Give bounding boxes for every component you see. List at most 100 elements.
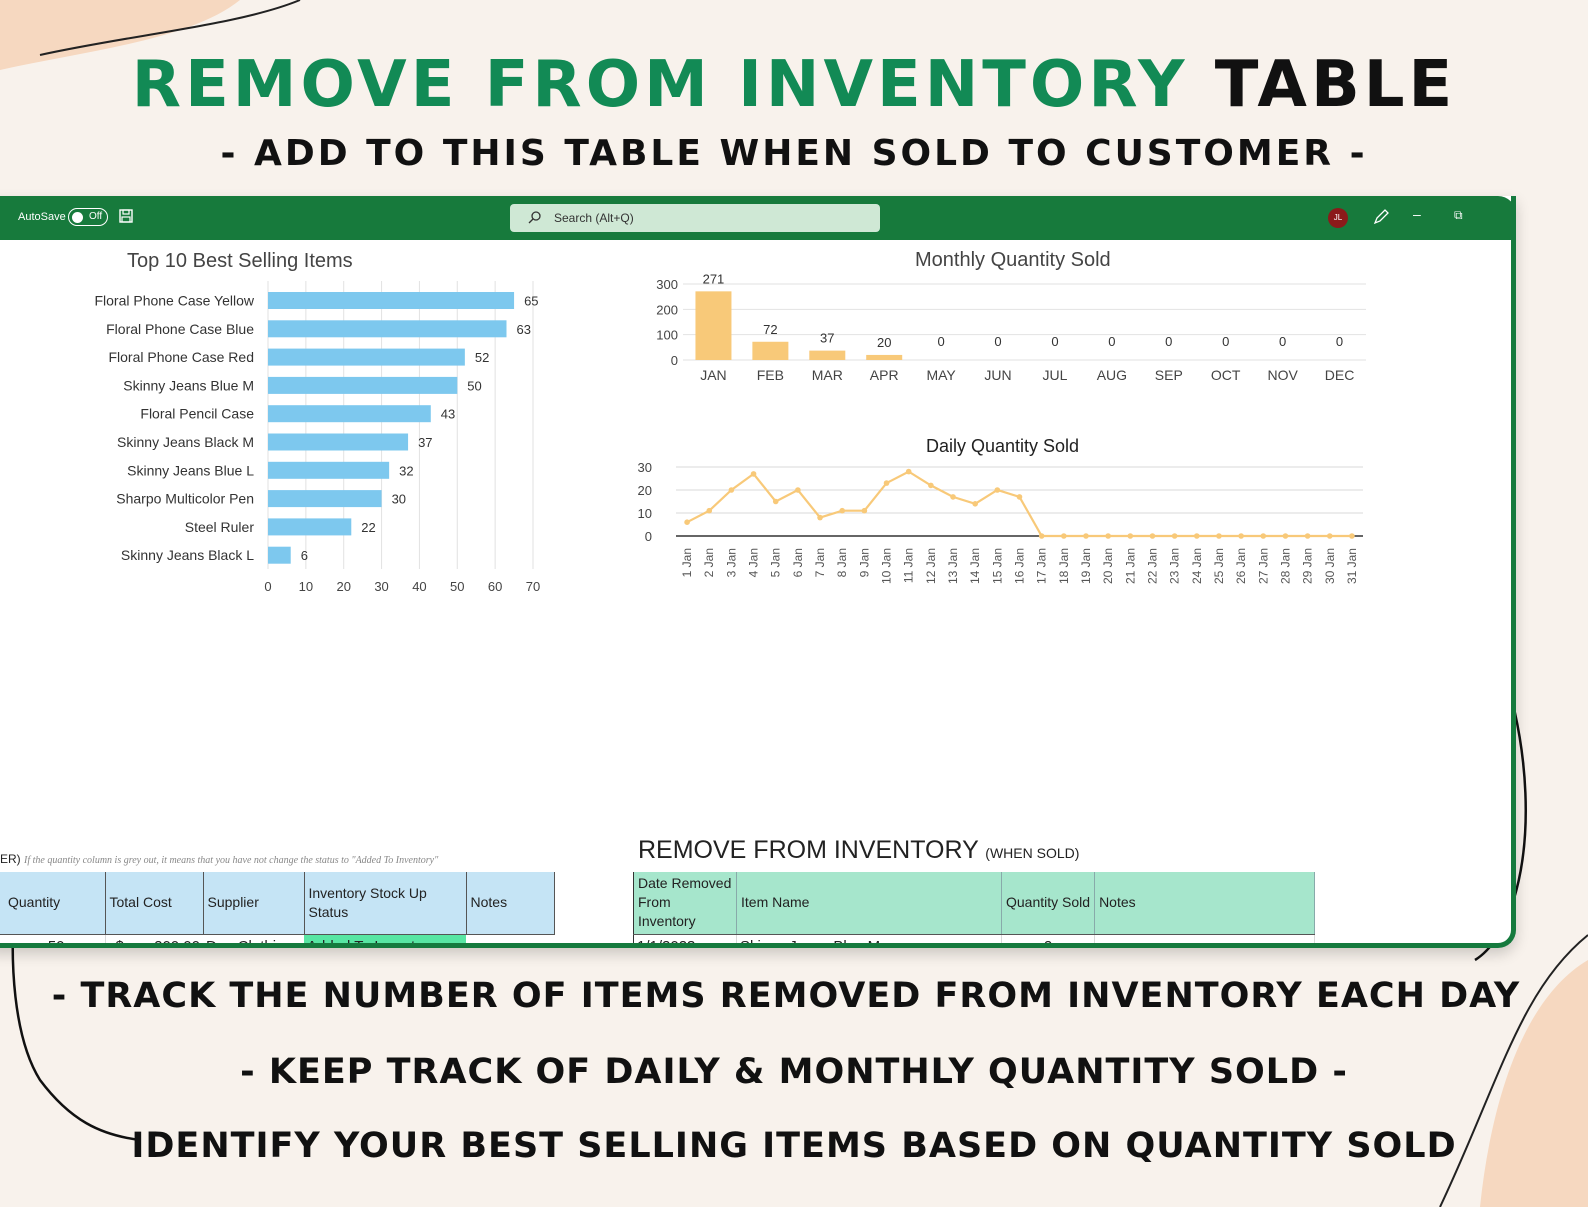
autosave-state: Off (89, 211, 103, 222)
x-tick-label: 31 Jan (1345, 548, 1359, 584)
category-label: Floral Phone Case Blue (106, 321, 254, 337)
bar (268, 546, 291, 564)
bar (809, 350, 846, 360)
data-point (1061, 533, 1067, 539)
x-tick-label: 8 Jan (835, 548, 849, 577)
data-point (1105, 533, 1111, 539)
data-point (861, 507, 868, 514)
pen-icon[interactable] (1372, 208, 1390, 226)
table-header-row: Quantity Total Cost Supplier Inventory S… (0, 872, 555, 935)
cell-quantity-sold[interactable]: 2 (1001, 934, 1096, 943)
cell-total-cost[interactable]: 200.00 (135, 934, 203, 943)
data-point (1238, 533, 1244, 539)
x-tick-label: 22 Jan (1145, 548, 1159, 584)
col-header-supplier[interactable]: Supplier (203, 872, 305, 935)
x-tick-label: 4 Jan (747, 548, 761, 577)
data-point (994, 487, 1001, 493)
col-header-status[interactable]: Inventory Stock Up Status (304, 872, 467, 935)
save-icon[interactable] (118, 208, 134, 224)
category-label: MAR (812, 367, 843, 383)
hint-text: If the quantity column is grey out, it m… (24, 855, 439, 866)
x-tick-label: 19 Jan (1079, 548, 1093, 584)
corner-line-top-left (39, 0, 301, 56)
bar (866, 354, 903, 360)
cell-item-name[interactable]: Skinny Jeans Blue M (736, 934, 1002, 943)
avatar[interactable]: JL (1328, 208, 1348, 228)
data-label: 65 (524, 294, 538, 309)
remove-inventory-table: Date Removed From Inventory Item Name Qu… (633, 872, 1316, 943)
data-point (1326, 533, 1333, 539)
restore-button[interactable]: ⧉ (1454, 208, 1463, 222)
bar (268, 320, 507, 338)
cell-quantity[interactable]: 50 (0, 934, 106, 943)
data-point (950, 494, 956, 500)
x-tick-label: 3 Jan (724, 548, 738, 577)
category-label: Skinny Jeans Black L (121, 547, 254, 563)
cell-notes[interactable] (466, 934, 554, 943)
data-point (839, 507, 846, 514)
col-header-total-cost[interactable]: Total Cost (105, 872, 204, 935)
sheet-icon[interactable] (0, 208, 2, 224)
x-tick-label: 27 Jan (1256, 548, 1270, 584)
col-header-quantity-sold[interactable]: Quantity Sold (1001, 872, 1096, 935)
x-tick-label: 30 Jan (1323, 548, 1337, 584)
cell-date[interactable]: 1/1/2023 (633, 934, 737, 943)
table-header-row: Date Removed From Inventory Item Name Qu… (633, 872, 1316, 935)
col-header-quantity[interactable]: Quantity (0, 872, 106, 935)
minimize-button[interactable]: – (1413, 206, 1421, 222)
data-point (1304, 533, 1311, 539)
category-label: NOV (1267, 367, 1298, 383)
chart-monthly: 0 100 200 300 271 JAN 72 FEB 37 MAR 20 APR 0 MAY 0 JUN 0… (656, 272, 1366, 383)
data-label: 6 (301, 548, 308, 563)
data-label: 0 (1165, 334, 1172, 349)
category-label: DEC (1325, 367, 1355, 383)
x-tick-label: 15 Jan (990, 548, 1004, 584)
data-label: 0 (1279, 334, 1286, 349)
x-tick-label: 7 Jan (813, 548, 827, 577)
cell-status[interactable]: Added To Inventory (304, 934, 466, 943)
col-header-item-name[interactable]: Item Name (736, 872, 1002, 935)
x-tick-label: 10 (299, 579, 313, 594)
category-label: SEP (1155, 367, 1183, 383)
col-header-notes[interactable]: Notes (1094, 872, 1316, 935)
x-tick-label: 6 Jan (791, 548, 805, 577)
category-label: Floral Phone Case Yellow (94, 293, 254, 309)
x-tick-label: 25 Jan (1212, 548, 1226, 584)
data-point (728, 487, 735, 493)
autosave-label: AutoSave (18, 211, 66, 223)
cell-notes[interactable] (1094, 934, 1316, 943)
data-point (817, 514, 823, 521)
search-box[interactable]: Search (Alt+Q) (510, 204, 880, 232)
y-tick-label: 200 (656, 302, 678, 317)
cell-currency[interactable]: $ (105, 934, 135, 943)
category-label: Floral Pencil Case (140, 406, 254, 422)
toggle-knob (72, 212, 83, 223)
col-header-date-removed[interactable]: Date Removed From Inventory (633, 872, 737, 935)
y-tick-label: 0 (671, 353, 678, 368)
stock-up-table: Quantity Total Cost Supplier Inventory S… (0, 872, 555, 943)
left-table-hint: ER) If the quantity column is grey out, … (0, 852, 438, 866)
bar (268, 433, 409, 451)
category-label: AUG (1097, 367, 1127, 383)
category-label: Steel Ruler (185, 519, 255, 535)
data-label: 0 (938, 334, 945, 349)
category-label: FEB (757, 367, 784, 383)
autosave-toggle[interactable]: Off (68, 208, 108, 226)
x-tick-label: 0 (264, 579, 271, 594)
data-label: 0 (994, 334, 1001, 349)
cell-supplier[interactable]: Den Clothing (203, 934, 304, 943)
col-header-notes[interactable]: Notes (466, 872, 555, 935)
data-point (684, 519, 690, 525)
table-row[interactable]: 50 $200.00 Den Clothing Added To Inventory (0, 934, 554, 943)
series-line (686, 470, 1352, 538)
x-tick-label: 70 (526, 579, 540, 594)
data-label: 43 (441, 407, 455, 422)
x-tick-label: 60 (488, 579, 502, 594)
data-point (1083, 533, 1089, 539)
remove-inventory-title: REMOVE FROM INVENTORY (WHEN SOLD) (638, 836, 1079, 865)
page-title: REMOVE FROM INVENTORY TABLE (0, 48, 1588, 122)
excel-window: AutoSave Off Search (Alt+Q) JL – ⧉ Top 1… (0, 196, 1516, 948)
category-label: Skinny Jeans Blue M (123, 377, 254, 393)
x-tick-label: 28 Jan (1278, 548, 1292, 584)
